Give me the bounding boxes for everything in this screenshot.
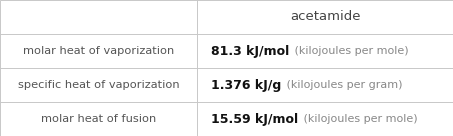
Text: 1.376 kJ/g: 1.376 kJ/g	[211, 78, 281, 92]
Text: 81.3 kJ/mol: 81.3 kJ/mol	[211, 44, 289, 58]
Text: (kilojoules per mole): (kilojoules per mole)	[291, 46, 409, 56]
Text: (kilojoules per mole): (kilojoules per mole)	[300, 114, 418, 124]
Text: molar heat of fusion: molar heat of fusion	[41, 114, 156, 124]
Text: specific heat of vaporization: specific heat of vaporization	[18, 80, 179, 90]
Text: acetamide: acetamide	[290, 10, 360, 24]
Text: molar heat of vaporization: molar heat of vaporization	[23, 46, 174, 56]
Text: 15.59 kJ/mol: 15.59 kJ/mol	[211, 112, 298, 126]
Text: (kilojoules per gram): (kilojoules per gram)	[283, 80, 403, 90]
